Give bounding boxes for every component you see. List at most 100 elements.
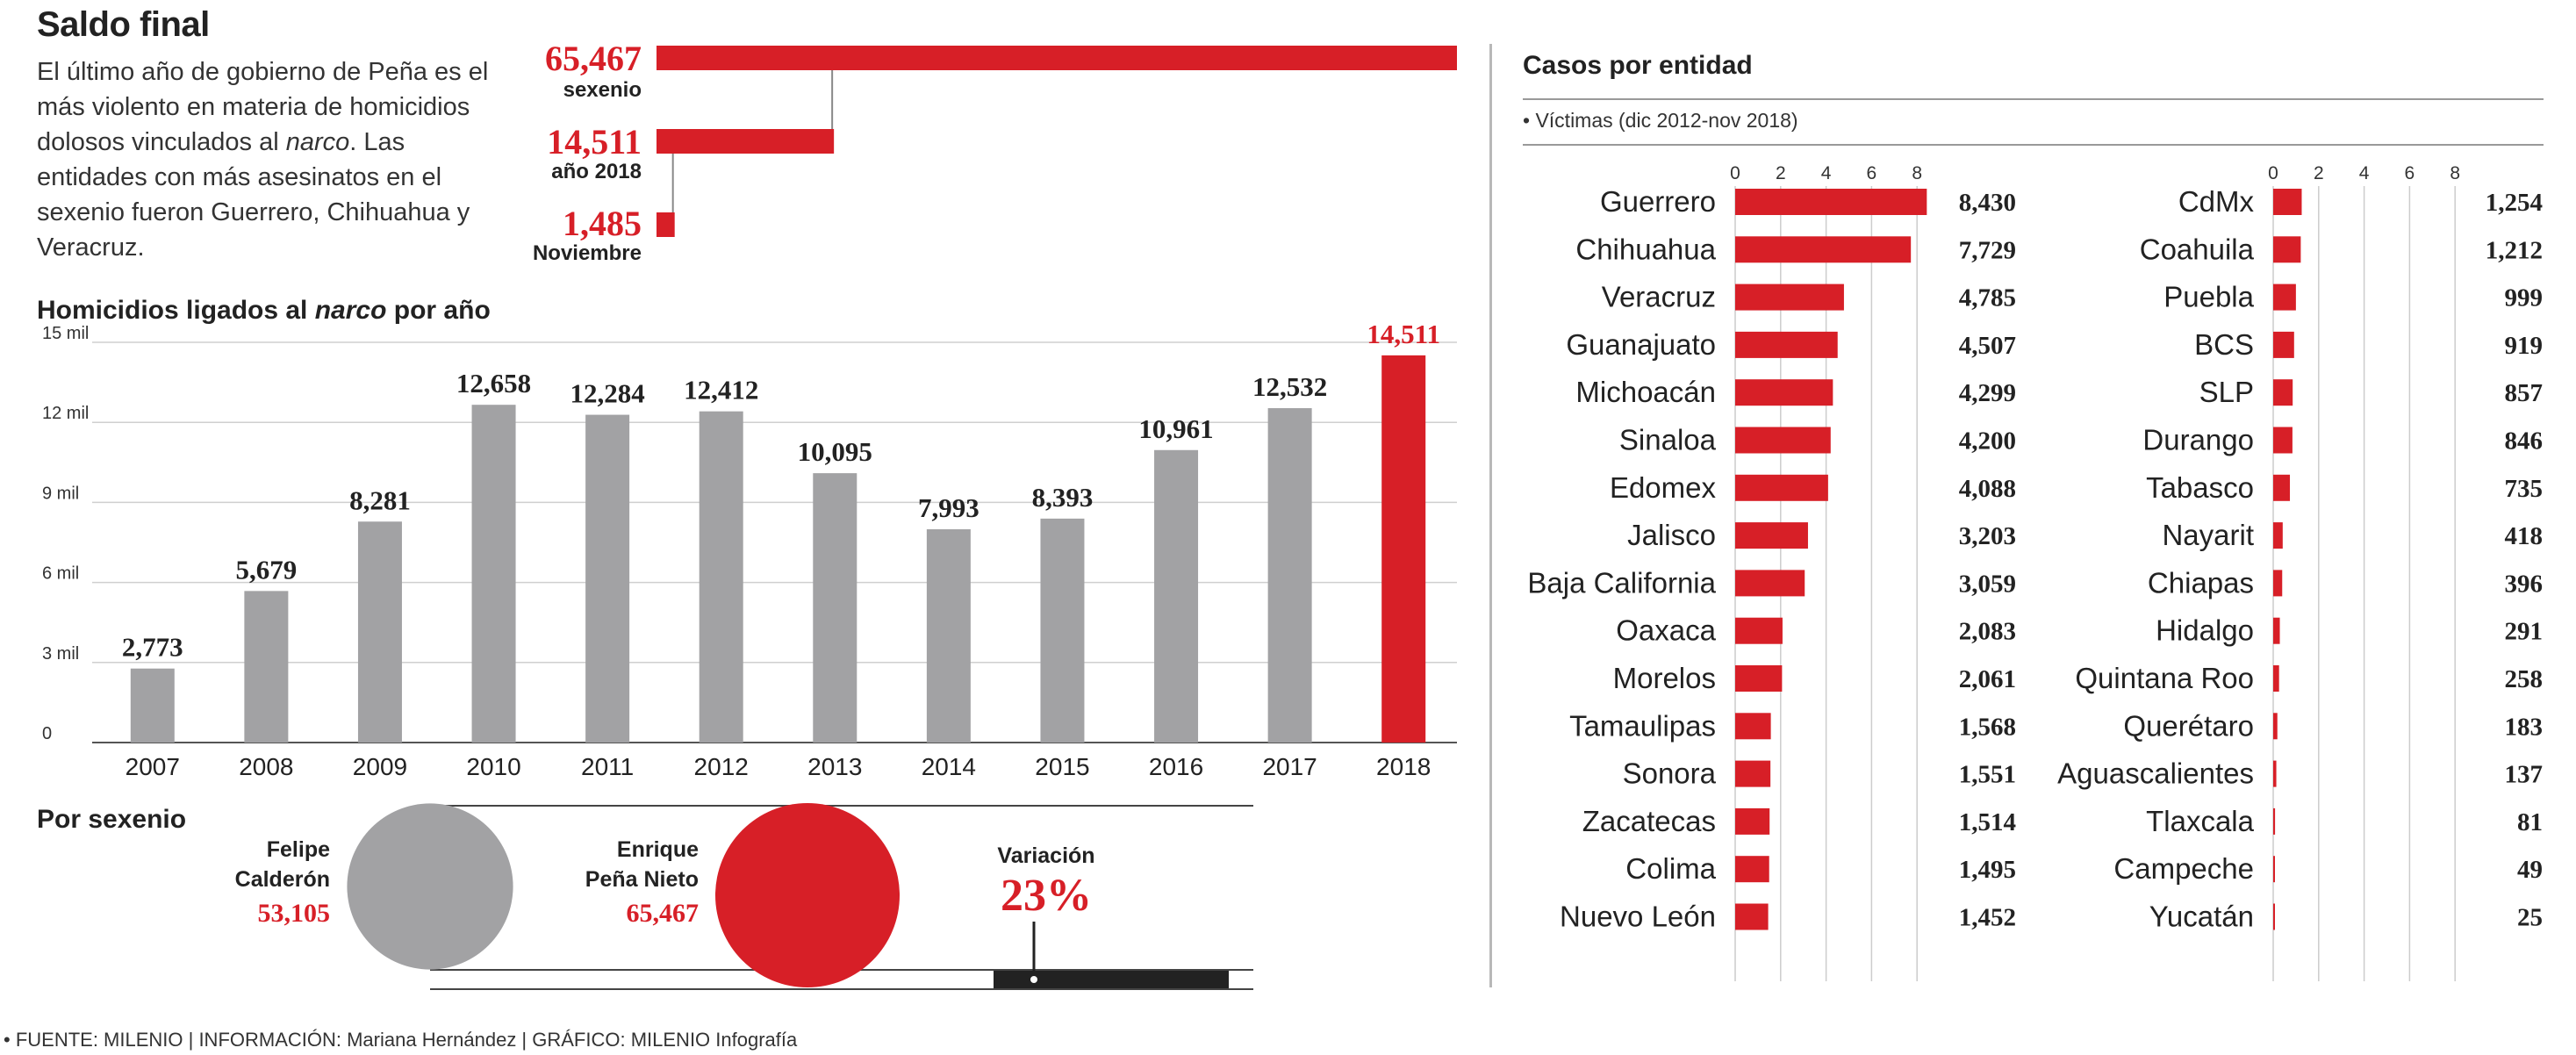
state-bar-0-2 (1735, 283, 1844, 311)
state-name-0-5: Sinaloa (1619, 424, 1717, 456)
source-footer: • FUENTE: MILENIO | INFORMACIÓN: Mariana… (4, 1029, 798, 1051)
year-value-2016: 10,961 (1138, 413, 1213, 444)
state-bar-1-13 (2273, 807, 2276, 835)
year-value-2015: 8,393 (1032, 482, 1094, 513)
state-name-0-6: Edomex (1610, 471, 1717, 504)
state-bar-1-10 (2273, 665, 2279, 692)
year-value-2011: 12,284 (570, 378, 645, 409)
state-bar-0-1 (1735, 236, 1912, 263)
year-bar-2017 (1267, 408, 1312, 743)
pena-value: 65,467 (627, 899, 700, 928)
summary-bar-0 (657, 46, 1457, 70)
year-bar-2014 (926, 529, 971, 743)
state-name-1-10: Quintana Roo (2075, 662, 2254, 694)
state-value-1-8: 396 (2505, 570, 2544, 598)
state-name-1-13: Tlaxcala (2146, 805, 2255, 837)
y-tick-label-2: 6 mil (42, 564, 79, 584)
state-value-0-6: 4,088 (1959, 475, 2016, 503)
state-value-1-7: 418 (2505, 522, 2544, 550)
state-value-1-3: 919 (2505, 332, 2544, 360)
year-label-2018: 2018 (1376, 753, 1431, 780)
states-bar-chart: 0 2 4 6 8 Guerrero 8,430 Chihuahua 7,729 Veracruz… (1527, 163, 2543, 981)
state-name-0-11: Tamaulipas (1569, 709, 1716, 742)
y-tick-label-4: 12 mil (42, 404, 89, 423)
yearly-bar-chart: 0 3 mil 6 mil 9 mil 12 mil 15 mil 2,773 2007 5,6… (42, 319, 1457, 780)
state-value-0-13: 1,514 (1959, 808, 2016, 836)
year-bar-2009 (357, 521, 402, 743)
state-value-1-4: 857 (2505, 379, 2544, 407)
summary-bar-2 (657, 212, 675, 237)
year-value-2010: 12,658 (456, 368, 531, 398)
state-name-0-0: Guerrero (1600, 185, 1716, 218)
state-name-0-3: Guanajuato (1566, 328, 1716, 361)
state-bar-1-12 (2273, 760, 2277, 787)
states-x-tick-1-4: 8 (2450, 163, 2460, 183)
year-value-2007: 2,773 (122, 632, 183, 663)
intro-after: . Las entidades con más asesinatos en el… (37, 128, 470, 262)
states-subtitle: • Víctimas (dic 2012-nov 2018) (1523, 109, 1798, 132)
state-name-1-4: SLP (2199, 376, 2254, 408)
year-value-2009: 8,281 (349, 484, 411, 515)
summary-label-2: Noviembre (533, 241, 642, 265)
state-name-0-13: Zacatecas (1582, 805, 1716, 837)
year-label-2013: 2013 (807, 753, 862, 780)
variation-value: 23% (1001, 871, 1092, 921)
state-name-1-9: Hidalgo (2156, 614, 2254, 647)
year-bar-2011 (585, 414, 630, 743)
state-bar-1-1 (2273, 236, 2301, 263)
year-bar-2010 (471, 405, 516, 743)
state-value-1-0: 1,254 (2486, 189, 2543, 217)
pena-name-2: Peña Nieto (585, 867, 699, 892)
calderon-name-2: Calderón (235, 867, 330, 892)
states-title: Casos por entidad (1523, 51, 1753, 80)
calderon-value: 53,105 (258, 899, 331, 928)
state-name-1-12: Aguascalientes (2057, 757, 2254, 790)
state-value-0-7: 3,203 (1959, 522, 2016, 550)
state-bar-1-15 (2273, 903, 2275, 930)
state-name-1-8: Chiapas (2148, 566, 2254, 599)
state-name-0-2: Veracruz (1602, 281, 1716, 313)
sexenio-comparison: Felipe Calderón 53,105 Enrique Peña Nieto 65,… (235, 803, 1253, 990)
summary-value-2: 1,485 (563, 204, 642, 243)
state-name-1-7: Nayarit (2162, 519, 2254, 551)
state-bar-0-11 (1735, 713, 1771, 740)
state-value-1-14: 49 (2517, 856, 2543, 884)
states-x-tick-1-0: 0 (2268, 163, 2278, 183)
year-label-2011: 2011 (581, 753, 634, 780)
state-name-1-6: Tabasco (2146, 471, 2254, 504)
state-bar-1-5 (2273, 427, 2293, 454)
summary-label-1: año 2018 (551, 160, 642, 183)
y-tick-label-0: 0 (42, 724, 52, 743)
year-value-2018: 14,511 (1367, 319, 1440, 349)
states-x-tick-1-1: 2 (2314, 163, 2324, 183)
state-bar-1-0 (2273, 189, 2302, 215)
state-bar-0-12 (1735, 760, 1771, 787)
variation-dot (1030, 976, 1037, 983)
summary-value-0: 65,467 (545, 39, 642, 78)
state-bar-0-13 (1735, 807, 1770, 835)
state-name-0-14: Colima (1625, 852, 1716, 885)
state-value-0-10: 2,061 (1959, 665, 2016, 693)
pena-name-1: Enrique (617, 837, 699, 862)
year-label-2017: 2017 (1262, 753, 1317, 780)
state-bar-1-2 (2273, 283, 2296, 311)
state-name-1-3: BCS (2194, 328, 2254, 361)
state-value-0-1: 7,729 (1959, 236, 2016, 264)
year-value-2008: 5,679 (236, 554, 298, 585)
state-value-0-11: 1,568 (1959, 713, 2016, 741)
state-value-1-6: 735 (2505, 475, 2544, 503)
states-x-tick-1-3: 6 (2405, 163, 2415, 183)
calderon-circle (347, 803, 513, 970)
state-bar-1-7 (2273, 522, 2283, 549)
year-value-2012: 12,412 (684, 375, 758, 405)
state-name-1-15: Yucatán (2149, 901, 2254, 933)
state-bar-1-6 (2273, 474, 2291, 501)
state-bar-0-0 (1735, 189, 1927, 215)
year-bar-2018 (1381, 355, 1426, 743)
year-bar-2012 (699, 411, 743, 743)
year-label-2015: 2015 (1035, 753, 1089, 780)
state-bar-1-3 (2273, 331, 2294, 358)
state-bar-0-3 (1735, 331, 1838, 358)
states-x-tick-0-4: 8 (1912, 163, 1922, 183)
